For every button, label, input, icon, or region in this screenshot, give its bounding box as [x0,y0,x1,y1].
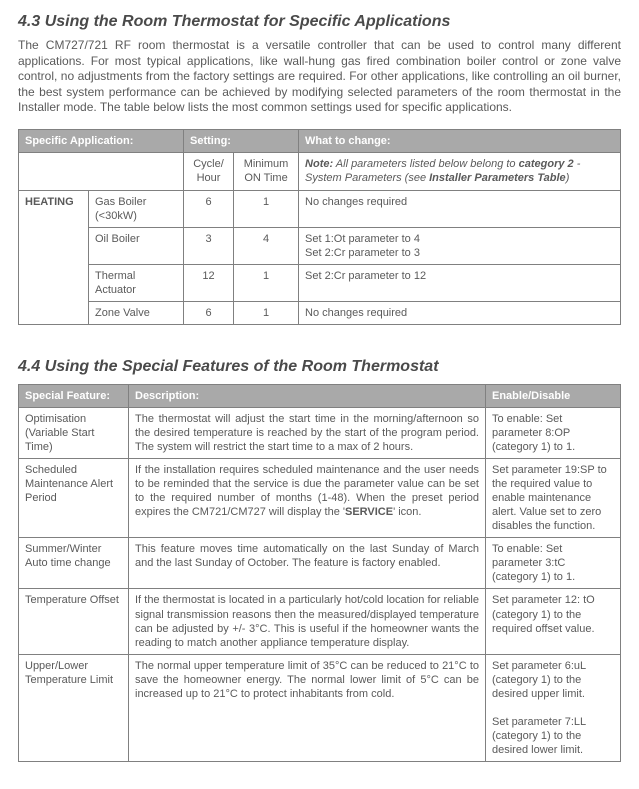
cell-enable: Set parameter 6:uL (category 1) to the d… [486,654,621,762]
subhead-min-on-time: Minimum ON Time [234,153,299,190]
note-close: ) [566,172,570,184]
desc-text: If the installation requires scheduled m… [135,464,479,518]
cell-desc: The thermostat will adjust the start tim… [129,407,486,458]
cell-change: Set 1:Ot parameter to 4 Set 2:Cr paramet… [299,227,621,264]
cell-feature: Summer/Winter Auto time change [19,538,129,589]
cell-app: Zone Valve [89,301,184,324]
table-row: Summer/Winter Auto time change This feat… [19,538,621,589]
applications-table: Specific Application: Setting: What to c… [18,129,621,325]
table-row: Zone Valve 6 1 No changes required [19,301,621,324]
table-header-row: Special Feature: Description: Enable/Dis… [19,384,621,407]
cell-enable: To enable: Set parameter 3:tC (category … [486,538,621,589]
table-row: Oil Boiler 3 4 Set 1:Ot parameter to 4 S… [19,227,621,264]
table-row: Scheduled Maintenance Alert Period If th… [19,458,621,537]
th-setting: Setting: [184,130,299,153]
cell-cycle: 3 [184,227,234,264]
th-enable-disable: Enable/Disable [486,384,621,407]
cell-min: 4 [234,227,299,264]
cell-app: Thermal Actuator [89,264,184,301]
cell-feature: Scheduled Maintenance Alert Period [19,458,129,537]
features-table: Special Feature: Description: Enable/Dis… [18,384,621,763]
cell-feature: Optimisation (Variable Start Time) [19,407,129,458]
section-4-4-title: 4.4 Using the Special Features of the Ro… [18,357,621,377]
th-specific-application: Specific Application: [19,130,184,153]
cell-cycle: 12 [184,264,234,301]
cell-feature: Temperature Offset [19,589,129,654]
cell-change: No changes required [299,190,621,227]
table-row: Temperature Offset If the thermostat is … [19,589,621,654]
cell-app: Gas Boiler (<30kW) [89,190,184,227]
cell-feature: Upper/Lower Temperature Limit [19,654,129,762]
table-subheader-row: Cycle/ Hour Minimum ON Time Note: All pa… [19,153,621,190]
note-prefix: Note: [305,158,333,170]
subhead-cycle-hour: Cycle/ Hour [184,153,234,190]
cell-enable: Set parameter 12: tO (category 1) to the… [486,589,621,654]
table-row: Optimisation (Variable Start Time) The t… [19,407,621,458]
note-link: Installer Parameters Table [429,172,566,184]
section-4-3-title: 4.3 Using the Room Thermostat for Specif… [18,12,621,32]
note-cat: category 2 [519,158,574,170]
cell-min: 1 [234,264,299,301]
cell-change: Set 2:Cr parameter to 12 [299,264,621,301]
cell-app: Oil Boiler [89,227,184,264]
cell-desc: If the thermostat is located in a partic… [129,589,486,654]
table-row: HEATING Gas Boiler (<30kW) 6 1 No change… [19,190,621,227]
section-4-3-intro: The CM727/721 RF room thermostat is a ve… [18,38,621,115]
cell-enable: Set parameter 19:SP to the required valu… [486,458,621,537]
cell-cycle: 6 [184,301,234,324]
th-description: Description: [129,384,486,407]
cell-cycle: 6 [184,190,234,227]
subhead-note: Note: All parameters listed below belong… [299,153,621,190]
th-what-to-change: What to change: [299,130,621,153]
table-row: Upper/Lower Temperature Limit The normal… [19,654,621,762]
group-heating: HEATING [19,190,89,325]
table-header-row: Specific Application: Setting: What to c… [19,130,621,153]
cell-min: 1 [234,301,299,324]
table-row: Thermal Actuator 12 1 Set 2:Cr parameter… [19,264,621,301]
note-body: All parameters listed below belong to [333,158,518,170]
cell-min: 1 [234,190,299,227]
cell-enable: To enable: Set parameter 8:OP (category … [486,407,621,458]
th-special-feature: Special Feature: [19,384,129,407]
cell-desc: This feature moves time automatically on… [129,538,486,589]
cell-desc: The normal upper temperature limit of 35… [129,654,486,762]
subhead-blank [19,153,184,190]
cell-change: No changes required [299,301,621,324]
cell-desc: If the installation requires scheduled m… [129,458,486,537]
